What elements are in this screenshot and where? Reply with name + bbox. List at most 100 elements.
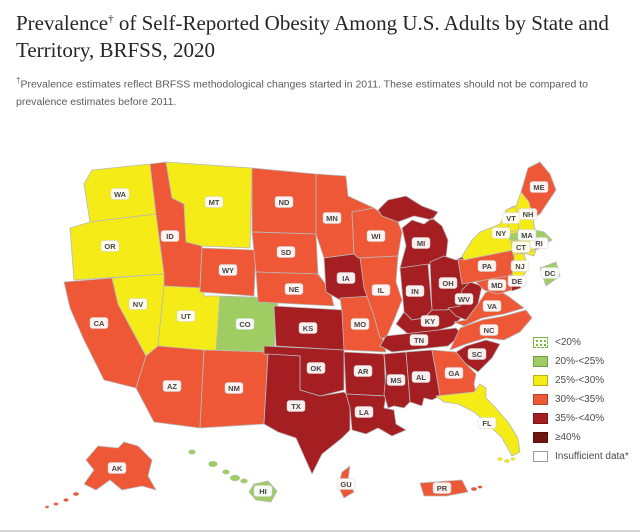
state-label-text: AR <box>358 367 369 376</box>
legend-item: <20% <box>533 336 637 348</box>
state-label-text: CO <box>239 320 250 329</box>
state-label-az: AZ <box>162 380 182 392</box>
state-label-pill <box>128 298 148 310</box>
state-label-va: VA <box>482 300 502 312</box>
footnote-dagger: † <box>16 75 21 85</box>
legend: <20% 20%-<25% 25%-<30% 30%-<35% 35%-<40% ≥40%… <box>533 336 637 469</box>
state-label-pill <box>107 462 127 474</box>
state-label-pr: PR <box>432 482 452 494</box>
state-label-pill <box>477 260 497 272</box>
state-il[interactable] <box>359 255 403 339</box>
state-label-pill <box>517 229 537 241</box>
state-label-vt: VT <box>501 212 521 224</box>
state-label-wv: WV <box>454 293 474 305</box>
state-label-ny: NY <box>491 227 511 239</box>
legend-item: 25%-<30% <box>533 374 637 386</box>
state-label-pill <box>253 485 273 497</box>
state-label-text: OK <box>310 364 322 373</box>
islet-hi <box>222 469 230 475</box>
state-label-pill <box>89 317 109 329</box>
title-main: Prevalence <box>16 11 109 35</box>
islet-hi <box>208 461 218 468</box>
state-label-pill <box>100 240 120 252</box>
state-label-text: MO <box>354 320 366 329</box>
state-label-mo: MO <box>350 318 370 330</box>
islet-hi <box>188 449 196 455</box>
state-label-pill <box>298 322 318 334</box>
state-label-nh: NH <box>518 208 538 220</box>
legend-label: 25%-<30% <box>555 374 605 386</box>
state-label-pill <box>354 406 374 418</box>
state-mi[interactable] <box>377 195 449 269</box>
state-label-text: DC <box>545 269 556 278</box>
legend-label: <20% <box>555 336 581 348</box>
state-label-pill <box>160 230 180 242</box>
legend-label: 30%-<35% <box>555 393 605 405</box>
state-label-ia: IA <box>336 272 356 284</box>
state-label-pill <box>467 348 487 360</box>
islet-fl <box>510 457 516 461</box>
state-label-pill <box>444 367 464 379</box>
state-label-text: MI <box>417 239 425 248</box>
state-label-oh: OH <box>438 277 458 289</box>
state-label-text: GU <box>340 480 351 489</box>
islet-hi <box>229 474 240 482</box>
state-label-pill <box>322 212 342 224</box>
state-label-text: CT <box>516 243 526 252</box>
state-label-text: MN <box>326 214 338 223</box>
map-container: WA OR CA NV ID UT AZ MT WY CO NM ND SD NE KS OK TX MN IA MO… <box>0 140 640 532</box>
state-label-co: CO <box>235 318 255 330</box>
state-label-text: PA <box>482 262 492 271</box>
state-label-text: ID <box>166 232 174 241</box>
state-fl[interactable] <box>435 383 521 457</box>
state-label-text: VT <box>506 214 516 223</box>
state-label-pill <box>479 324 499 336</box>
state-label-text: SC <box>472 350 483 359</box>
state-label-pill <box>276 246 296 258</box>
state-label-text: NE <box>289 285 299 294</box>
legend-item: 20%-<25% <box>533 355 637 367</box>
state-label-text: AZ <box>167 382 177 391</box>
state-la[interactable] <box>345 393 407 437</box>
legend-item: 35%-<40% <box>533 412 637 424</box>
state-label-text: DE <box>512 277 522 286</box>
state-label-pill <box>235 318 255 330</box>
state-label-text: NV <box>133 300 143 309</box>
state-label-ne: NE <box>284 283 304 295</box>
header: Prevalence† of Self-Reported Obesity Amo… <box>0 0 640 112</box>
state-label-sd: SD <box>276 246 296 258</box>
state-label-pill <box>420 315 440 327</box>
state-label-pill <box>482 300 502 312</box>
state-label-md: MD <box>487 279 507 291</box>
state-label-ak: AK <box>107 462 127 474</box>
legend-label: Insufficient data* <box>555 450 629 462</box>
islet-pr <box>470 487 478 492</box>
state-label-text: MA <box>521 231 533 240</box>
state-label-tn: TN <box>409 334 429 346</box>
state-label-text: MS <box>390 376 401 385</box>
state-label-pill <box>540 267 560 279</box>
state-tx[interactable] <box>263 353 351 475</box>
footnote: †Prevalence estimates reflect BRFSS meth… <box>16 74 622 112</box>
state-label-text: SD <box>281 248 292 257</box>
state-label-mi: MI <box>411 237 431 249</box>
state-label-ok: OK <box>306 362 326 374</box>
state-label-pill <box>162 380 182 392</box>
state-label-text: AK <box>112 464 123 473</box>
state-label-pill <box>491 227 511 239</box>
state-label-pill <box>366 230 386 242</box>
state-label-pill <box>306 362 326 374</box>
state-label-or: OR <box>100 240 120 252</box>
islet-fl <box>504 459 510 463</box>
state-label-ca: CA <box>89 317 109 329</box>
state-label-text: TX <box>291 402 301 411</box>
islet-ak <box>44 505 50 509</box>
state-label-text: TN <box>414 336 424 345</box>
state-label-pill <box>371 284 391 296</box>
state-label-text: KS <box>303 324 313 333</box>
islet-fl <box>497 457 503 461</box>
state-label-text: OR <box>104 242 116 251</box>
state-label-text: HI <box>259 487 267 496</box>
state-label-pa: PA <box>477 260 497 272</box>
